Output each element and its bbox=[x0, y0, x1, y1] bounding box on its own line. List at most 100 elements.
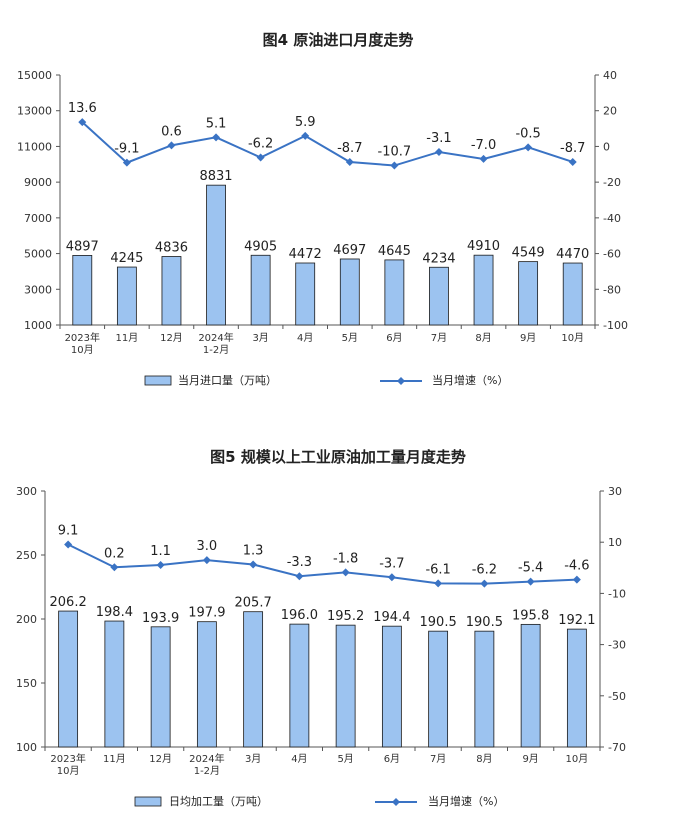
bar-value-label: 195.2 bbox=[327, 609, 364, 624]
chart-2-svg: 图5 规模以上工业原油加工量月度走势 100 150 200 250 300 30 10 -10… bbox=[16, 448, 626, 808]
line-marker bbox=[341, 568, 350, 577]
line-marker bbox=[434, 579, 443, 588]
line-marker bbox=[64, 540, 73, 549]
line-marker bbox=[524, 143, 533, 152]
legend-line-label: 当月增速（%） bbox=[428, 794, 504, 808]
bar-value-label: 4910 bbox=[467, 239, 500, 254]
left-tick-label: 300 bbox=[16, 485, 37, 498]
left-tick-label: 250 bbox=[16, 549, 37, 562]
line-value-label: 5.9 bbox=[295, 115, 316, 130]
right-tick-label: -80 bbox=[603, 283, 621, 296]
bar-value-label: 4645 bbox=[378, 244, 411, 259]
x-tick-label: 12月 bbox=[160, 332, 183, 344]
bar-value-label: 4470 bbox=[556, 247, 589, 262]
bar bbox=[104, 620, 125, 748]
left-tick-label: 15000 bbox=[17, 69, 52, 82]
bar bbox=[161, 256, 182, 326]
bar-value-label: 192.1 bbox=[558, 613, 595, 628]
bar-value-label: 194.4 bbox=[373, 610, 410, 625]
line-marker bbox=[78, 118, 87, 127]
bar bbox=[429, 266, 449, 326]
bar-value-label: 197.9 bbox=[188, 606, 225, 621]
bar bbox=[474, 630, 495, 748]
line-marker bbox=[167, 141, 176, 150]
bar-value-label: 4697 bbox=[333, 243, 366, 258]
right-tick-label: -100 bbox=[603, 319, 628, 332]
line-marker bbox=[387, 573, 396, 582]
right-tick-label: -30 bbox=[608, 639, 626, 652]
chart-1-svg: 图4 原油进口月度走势 1000 3000 5000 7000 9000 11000 1300… bbox=[17, 31, 628, 387]
line-value-label: 1.1 bbox=[150, 544, 171, 559]
right-tick-label: 40 bbox=[603, 69, 617, 82]
x-tick-label: 10月 bbox=[71, 344, 94, 356]
chart-title: 图5 规模以上工业原油加工量月度走势 bbox=[210, 448, 466, 466]
x-tick-label: 11月 bbox=[103, 753, 126, 765]
right-tick-label: 20 bbox=[603, 105, 617, 118]
bar-value-label: 4905 bbox=[244, 239, 277, 254]
bar-value-label: 205.7 bbox=[235, 596, 272, 611]
bar bbox=[428, 630, 449, 748]
x-tick-label: 2023年 bbox=[65, 331, 100, 344]
bar-value-label: 195.8 bbox=[512, 608, 549, 623]
line-value-label: -4.6 bbox=[564, 559, 589, 574]
line-marker bbox=[110, 563, 119, 572]
line-value-label: 5.1 bbox=[206, 116, 227, 131]
chart-title: 图4 原油进口月度走势 bbox=[263, 31, 414, 49]
x-tick-label: 5月 bbox=[337, 753, 353, 765]
line-value-label: -6.2 bbox=[248, 137, 273, 152]
x-tick-label: 2023年 bbox=[50, 752, 85, 765]
left-tick-label: 150 bbox=[16, 677, 37, 690]
right-tick-label: 30 bbox=[608, 485, 622, 498]
left-tick-label: 1000 bbox=[24, 319, 52, 332]
line-value-label: -0.5 bbox=[515, 126, 540, 141]
growth-line bbox=[67, 543, 577, 585]
x-tick-label: 1-2月 bbox=[194, 765, 220, 777]
bar-value-label: 4897 bbox=[66, 239, 99, 254]
x-tick-label: 8月 bbox=[476, 753, 492, 765]
line-value-label: 13.6 bbox=[68, 101, 97, 116]
bar bbox=[566, 628, 587, 748]
line-marker bbox=[568, 157, 577, 166]
right-tick-label: 0 bbox=[603, 140, 610, 153]
legend-bar-swatch bbox=[134, 796, 162, 807]
x-tick-label: 3月 bbox=[252, 332, 268, 344]
line-value-label: 3.0 bbox=[197, 539, 218, 554]
bar bbox=[339, 258, 360, 326]
x-tick-label: 2024年 bbox=[198, 331, 233, 344]
x-tick-label: 8月 bbox=[475, 332, 491, 344]
left-tick-label: 5000 bbox=[24, 248, 52, 261]
right-tick-label: -70 bbox=[608, 741, 626, 754]
growth-line bbox=[81, 121, 574, 167]
chart-crude-oil-imports: 图4 原油进口月度走势 1000 3000 5000 7000 9000 11000 1300… bbox=[0, 0, 676, 415]
line-value-label: -8.7 bbox=[337, 141, 362, 156]
x-tick-label: 10月 bbox=[566, 753, 589, 765]
bar-value-label: 193.9 bbox=[142, 611, 179, 626]
line-value-label: -3.1 bbox=[426, 131, 451, 146]
line-marker bbox=[249, 560, 258, 569]
x-tick-label: 10月 bbox=[57, 765, 80, 777]
line-value-label: -6.1 bbox=[425, 562, 450, 577]
line-value-label: -3.7 bbox=[379, 556, 404, 571]
bar-value-label: 4549 bbox=[512, 246, 545, 261]
line-value-label: -10.7 bbox=[378, 145, 412, 160]
line-marker bbox=[434, 147, 443, 156]
left-tick-label: 3000 bbox=[24, 283, 52, 296]
left-tick-label: 9000 bbox=[24, 176, 52, 189]
right-tick-label: -10 bbox=[608, 587, 626, 600]
x-tick-label: 12月 bbox=[149, 753, 172, 765]
right-tick-label: -60 bbox=[603, 248, 621, 261]
line-marker bbox=[345, 157, 354, 166]
bar-value-label: 4472 bbox=[289, 247, 322, 262]
line-value-label: -7.0 bbox=[471, 138, 496, 153]
line-marker bbox=[390, 161, 399, 170]
line-value-label: 1.3 bbox=[243, 543, 264, 558]
legend-bar-swatch bbox=[144, 375, 172, 386]
right-tick-label: -50 bbox=[608, 690, 626, 703]
bar bbox=[473, 254, 494, 326]
line-marker bbox=[122, 158, 131, 167]
left-tick-label: 200 bbox=[16, 613, 37, 626]
x-tick-label: 3月 bbox=[245, 753, 261, 765]
line-value-label: -5.4 bbox=[518, 561, 543, 576]
bar-value-label: 4245 bbox=[110, 251, 143, 266]
bar-value-label: 196.0 bbox=[281, 608, 318, 623]
